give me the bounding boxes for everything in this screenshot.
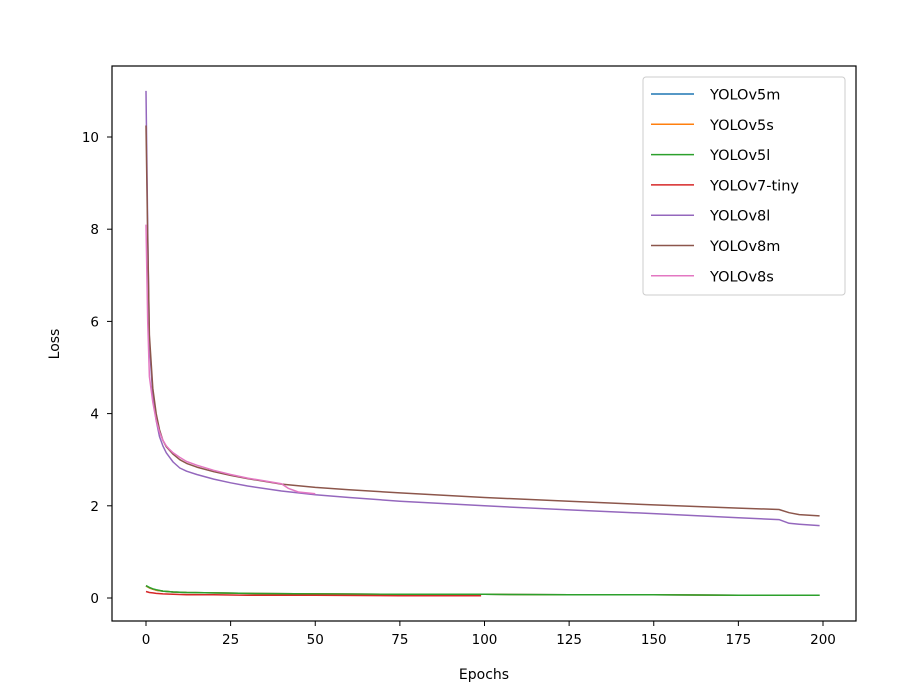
x-tick-label: 200 <box>810 632 836 648</box>
y-tick-label: 10 <box>82 130 99 146</box>
x-tick-label: 175 <box>725 632 751 648</box>
legend-label: YOLOv8l <box>709 209 770 225</box>
series-line-yolov5l <box>145 584 820 596</box>
legend-label: YOLOv8s <box>709 269 774 285</box>
x-tick-label: 50 <box>307 632 324 648</box>
legend: YOLOv5m YOLOv5s YOLOv5l YOLOv7-tiny YOLOv8l Y… <box>642 76 846 296</box>
x-axis-label: Epochs <box>459 667 509 683</box>
legend-item-yolov8l: YOLOv8l <box>651 209 770 225</box>
x-tick-label: 100 <box>472 632 498 648</box>
y-tick-label: 2 <box>90 499 99 515</box>
y-axis-label: Loss <box>47 329 63 360</box>
legend-item-yolov5s: YOLOv5s <box>651 118 774 134</box>
y-tick-label: 4 <box>90 407 99 423</box>
x-tick-label: 150 <box>641 632 667 648</box>
series-line-yolov7-tiny <box>145 590 482 597</box>
y-tick-label: 6 <box>90 314 99 330</box>
legend-item-yolov8m: YOLOv8m <box>651 239 780 255</box>
y-tick-label: 8 <box>90 222 99 238</box>
legend-label: YOLOv5l <box>709 148 770 164</box>
series-line-yolov8m <box>145 125 820 517</box>
legend-label: YOLOv5s <box>709 118 774 134</box>
legend-item-yolov7-tiny: YOLOv7-tiny <box>651 178 799 194</box>
y-axis-ticks: 0 2 4 6 8 10 <box>82 130 112 607</box>
series-line-yolov8s <box>145 224 316 495</box>
legend-frame <box>642 76 846 296</box>
legend-label: YOLOv7-tiny <box>709 178 799 194</box>
y-tick-label: 0 <box>90 591 99 607</box>
x-tick-label: 0 <box>142 632 151 648</box>
legend-label: YOLOv5m <box>709 88 780 104</box>
legend-item-yolov5l: YOLOv5l <box>651 148 770 164</box>
x-tick-label: 25 <box>222 632 239 648</box>
x-tick-label: 125 <box>556 632 582 648</box>
plot-lines <box>145 90 820 597</box>
legend-item-yolov5m: YOLOv5m <box>651 88 780 104</box>
x-axis-ticks: 0 25 50 75 100 125 150 175 200 <box>142 621 836 648</box>
legend-label: YOLOv8m <box>709 239 780 255</box>
x-tick-label: 75 <box>391 632 408 648</box>
legend-item-yolov8s: YOLOv8s <box>651 269 774 285</box>
